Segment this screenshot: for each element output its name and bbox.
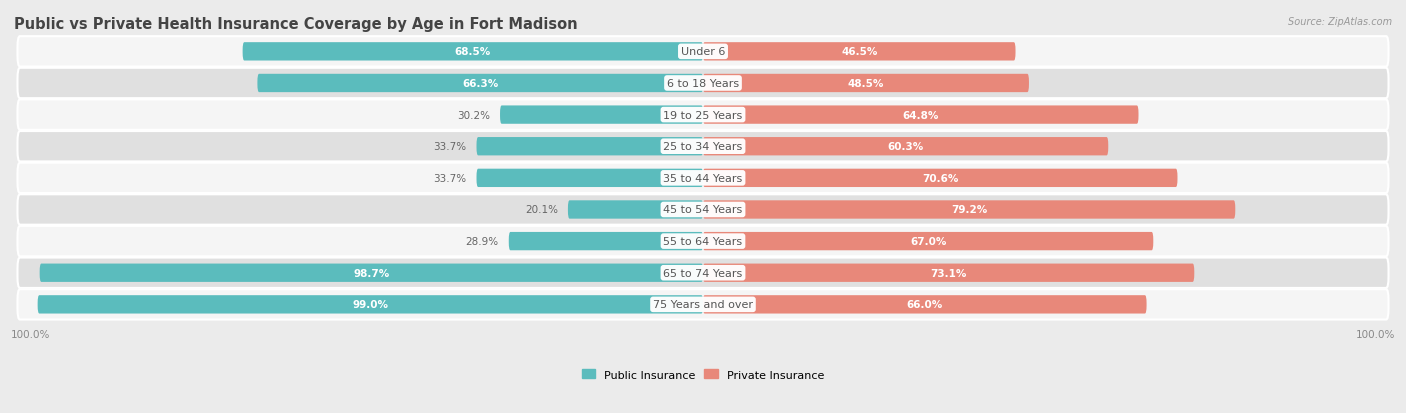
FancyBboxPatch shape (17, 37, 1389, 67)
Text: 48.5%: 48.5% (848, 79, 884, 89)
Text: Source: ZipAtlas.com: Source: ZipAtlas.com (1288, 17, 1392, 26)
FancyBboxPatch shape (17, 69, 1389, 99)
FancyBboxPatch shape (39, 264, 703, 282)
FancyBboxPatch shape (703, 295, 1146, 314)
Text: 33.7%: 33.7% (433, 142, 467, 152)
FancyBboxPatch shape (38, 295, 703, 314)
Text: 33.7%: 33.7% (433, 173, 467, 183)
Text: 79.2%: 79.2% (950, 205, 987, 215)
FancyBboxPatch shape (703, 233, 1153, 251)
Legend: Public Insurance, Private Insurance: Public Insurance, Private Insurance (578, 365, 828, 384)
FancyBboxPatch shape (17, 132, 1389, 162)
FancyBboxPatch shape (257, 75, 703, 93)
Text: 28.9%: 28.9% (465, 237, 499, 247)
FancyBboxPatch shape (703, 201, 1236, 219)
Text: 67.0%: 67.0% (910, 237, 946, 247)
FancyBboxPatch shape (17, 163, 1389, 194)
Text: 46.5%: 46.5% (841, 47, 877, 57)
FancyBboxPatch shape (703, 169, 1177, 188)
Text: 66.0%: 66.0% (907, 300, 943, 310)
FancyBboxPatch shape (477, 169, 703, 188)
Text: Under 6: Under 6 (681, 47, 725, 57)
FancyBboxPatch shape (17, 290, 1389, 320)
FancyBboxPatch shape (703, 75, 1029, 93)
Text: 19 to 25 Years: 19 to 25 Years (664, 110, 742, 120)
Text: 20.1%: 20.1% (524, 205, 558, 215)
FancyBboxPatch shape (501, 106, 703, 124)
FancyBboxPatch shape (568, 201, 703, 219)
Text: 55 to 64 Years: 55 to 64 Years (664, 237, 742, 247)
FancyBboxPatch shape (477, 138, 703, 156)
Text: 75 Years and over: 75 Years and over (652, 300, 754, 310)
FancyBboxPatch shape (17, 100, 1389, 131)
Text: 70.6%: 70.6% (922, 173, 959, 183)
Text: 99.0%: 99.0% (353, 300, 388, 310)
Text: 98.7%: 98.7% (353, 268, 389, 278)
FancyBboxPatch shape (703, 106, 1139, 124)
Text: 66.3%: 66.3% (463, 79, 498, 89)
Text: 64.8%: 64.8% (903, 110, 939, 120)
Text: 30.2%: 30.2% (457, 110, 489, 120)
FancyBboxPatch shape (703, 138, 1108, 156)
Text: 25 to 34 Years: 25 to 34 Years (664, 142, 742, 152)
FancyBboxPatch shape (17, 226, 1389, 256)
Text: 45 to 54 Years: 45 to 54 Years (664, 205, 742, 215)
Text: 68.5%: 68.5% (454, 47, 491, 57)
Text: 6 to 18 Years: 6 to 18 Years (666, 79, 740, 89)
Text: 73.1%: 73.1% (931, 268, 967, 278)
FancyBboxPatch shape (509, 233, 703, 251)
Text: 60.3%: 60.3% (887, 142, 924, 152)
FancyBboxPatch shape (703, 43, 1015, 62)
FancyBboxPatch shape (703, 264, 1194, 282)
FancyBboxPatch shape (243, 43, 703, 62)
Text: 65 to 74 Years: 65 to 74 Years (664, 268, 742, 278)
Text: Public vs Private Health Insurance Coverage by Age in Fort Madison: Public vs Private Health Insurance Cover… (14, 17, 578, 31)
Text: 35 to 44 Years: 35 to 44 Years (664, 173, 742, 183)
FancyBboxPatch shape (17, 195, 1389, 225)
FancyBboxPatch shape (17, 258, 1389, 288)
